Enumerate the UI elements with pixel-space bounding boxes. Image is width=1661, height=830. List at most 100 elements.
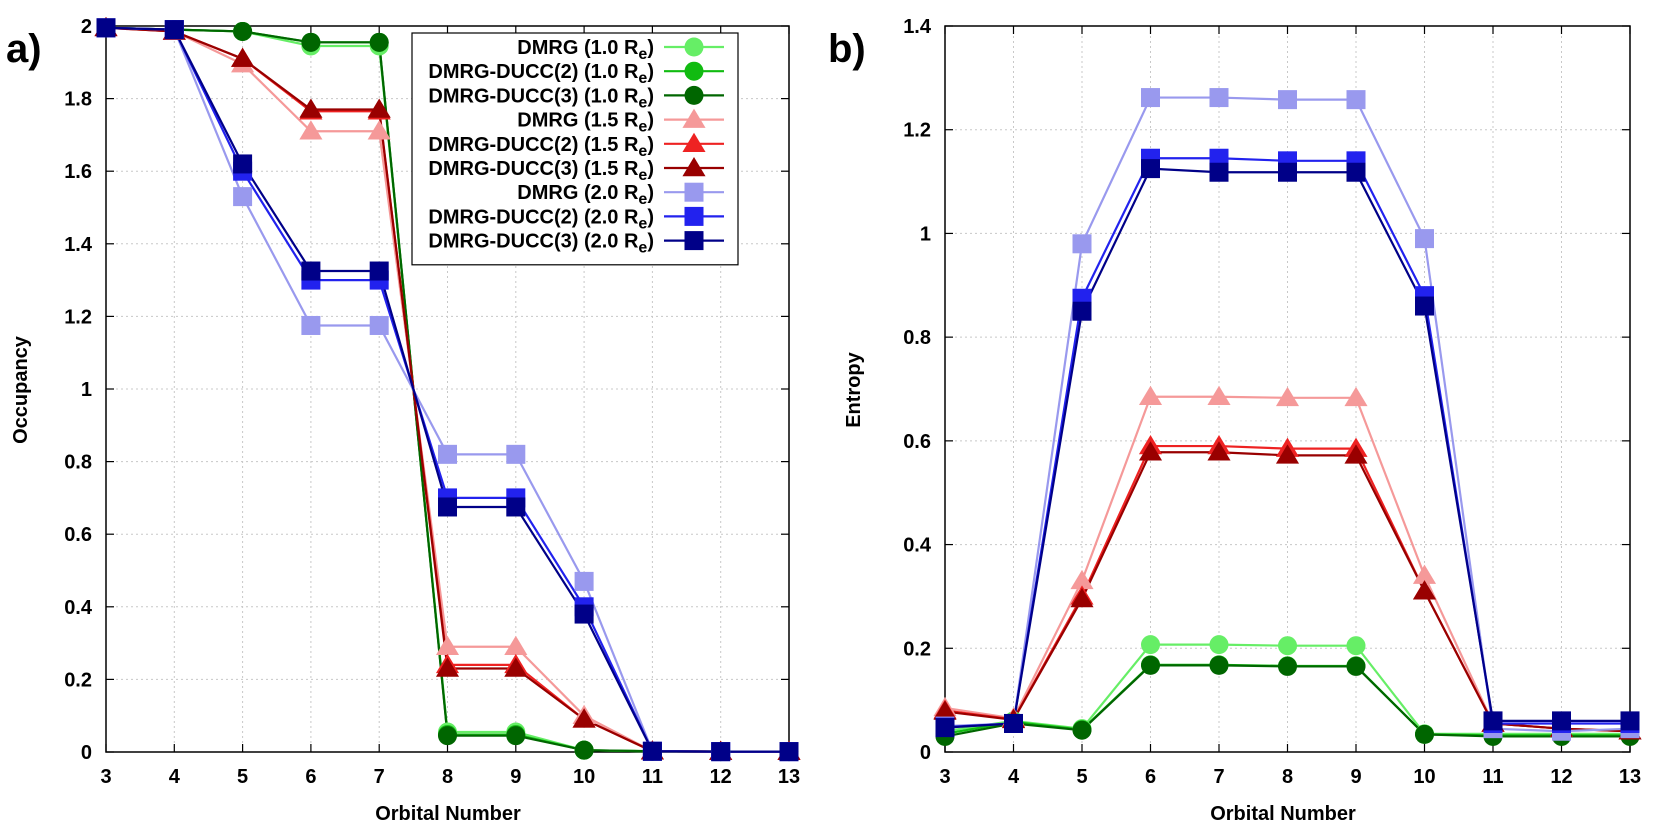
y-tick-label: 1 bbox=[920, 223, 931, 245]
series-6-point bbox=[1344, 444, 1368, 464]
series-9-point bbox=[506, 497, 526, 517]
series-3-point bbox=[1278, 656, 1297, 676]
x-tick-label: 3 bbox=[100, 766, 111, 788]
series-9-point bbox=[1209, 162, 1229, 182]
series-9-point bbox=[96, 18, 116, 38]
y-tick-label: 0.6 bbox=[903, 431, 931, 453]
series-7-point bbox=[1072, 234, 1092, 254]
series-7-point bbox=[1415, 229, 1434, 249]
series-9-point bbox=[164, 20, 184, 40]
series-9-point bbox=[1004, 713, 1023, 733]
y-tick-label: 1.4 bbox=[64, 234, 93, 256]
legend-entry-label: DMRG (2.0 Re) bbox=[517, 182, 654, 208]
legend-entry-label: DMRG-DUCC(2) (1.0 Re) bbox=[428, 61, 654, 87]
series-4-point bbox=[1344, 386, 1368, 407]
y-tick-label: 0.8 bbox=[64, 452, 92, 474]
x-tick-label: 9 bbox=[510, 766, 521, 788]
series-3-point bbox=[301, 32, 321, 52]
y-tick-label: 1.2 bbox=[64, 306, 92, 328]
panel-a-label: a) bbox=[6, 27, 42, 71]
x-tick-label: 13 bbox=[1619, 766, 1641, 788]
series-9-point bbox=[935, 718, 955, 738]
series-9-point bbox=[1141, 159, 1160, 179]
series-6-point bbox=[1412, 580, 1437, 600]
legend-marker-sample bbox=[682, 108, 706, 128]
x-tick-label: 10 bbox=[1413, 766, 1435, 788]
y-tick-label: 0.8 bbox=[903, 327, 931, 349]
series-7-point bbox=[506, 444, 526, 464]
y-tick-label: 1 bbox=[81, 379, 92, 401]
series-6-point bbox=[367, 98, 391, 118]
series-6-point bbox=[1275, 444, 1300, 464]
x-tick-label: 13 bbox=[778, 766, 800, 788]
series-9-point bbox=[1346, 162, 1366, 182]
series-6-point bbox=[435, 657, 460, 677]
y-tick-label: 1.2 bbox=[903, 120, 931, 142]
x-tick-label: 8 bbox=[442, 766, 453, 788]
panel-b-x-axis-label: Orbital Number bbox=[1210, 803, 1356, 825]
series-3-point bbox=[1415, 724, 1434, 744]
series-6-point bbox=[299, 98, 323, 118]
x-tick-label: 3 bbox=[939, 766, 950, 788]
legend-entry-label: DMRG (1.0 Re) bbox=[517, 37, 654, 63]
series-3-point bbox=[506, 726, 526, 746]
legend-marker-sample bbox=[684, 37, 704, 57]
series-9-point bbox=[574, 604, 594, 624]
legend-entry-label: DMRG-DUCC(3) (1.5 Re) bbox=[428, 158, 654, 184]
legend-entry-label: DMRG-DUCC(2) (1.5 Re) bbox=[428, 134, 654, 160]
x-tick-label: 4 bbox=[169, 766, 181, 788]
legend-marker-sample bbox=[682, 132, 706, 153]
series-3-point bbox=[233, 21, 253, 41]
series-4-point bbox=[367, 120, 391, 140]
x-tick-label: 5 bbox=[237, 766, 248, 788]
series-3-point bbox=[1141, 655, 1160, 675]
y-tick-label: 0.4 bbox=[64, 597, 93, 619]
series-7-point bbox=[1209, 88, 1229, 108]
x-tick-label: 12 bbox=[710, 766, 732, 788]
panel-a-plot-area: 3 4 5 6 7 8 9 10 11 12 13 0 0.2 0.4 0.6 0.8 1 1.2 1.4 1.6 1.… bbox=[64, 16, 801, 788]
series-6-point bbox=[1138, 441, 1163, 461]
series-9-point bbox=[1483, 711, 1503, 731]
legend-marker-sample bbox=[682, 157, 706, 177]
panel-b-plot-area: 3 4 5 6 7 8 9 10 11 12 13 0 0.2 0.4 0.6 0.8 1 1.2 1.4 bbox=[903, 16, 1642, 788]
series-6-point bbox=[1207, 441, 1231, 461]
series-4-point bbox=[299, 120, 323, 140]
y-tick-label: 0.2 bbox=[64, 669, 92, 691]
series-4-point bbox=[435, 635, 460, 655]
series-4-point bbox=[504, 635, 528, 655]
legend-marker-sample bbox=[684, 85, 704, 105]
panel-b-y-axis-label: Entropy bbox=[843, 351, 865, 427]
series-3-point bbox=[1209, 655, 1229, 675]
y-tick-label: 0.6 bbox=[64, 524, 92, 546]
series-9-point bbox=[369, 261, 389, 281]
x-tick-label: 4 bbox=[1008, 766, 1020, 788]
panel-b-chart: b) Orbital Number Entropy 3 4 5 6 7 8 9 10 11 12 1… bbox=[828, 16, 1642, 825]
series-9-point bbox=[301, 261, 321, 281]
series-7-point bbox=[233, 187, 253, 207]
x-tick-label: 8 bbox=[1282, 766, 1293, 788]
y-tick-label: 1.6 bbox=[64, 161, 92, 183]
series-9-point bbox=[1552, 711, 1571, 731]
series-3-point bbox=[574, 740, 594, 760]
legend-marker-sample bbox=[684, 206, 704, 226]
x-tick-label: 7 bbox=[1213, 766, 1224, 788]
legend-entry-label: DMRG (1.5 Re) bbox=[517, 110, 654, 136]
series-9-point bbox=[438, 497, 457, 517]
x-tick-label: 5 bbox=[1076, 766, 1087, 788]
series-1-point bbox=[1346, 636, 1366, 656]
series-9-point bbox=[711, 742, 731, 762]
series-3-point bbox=[369, 32, 389, 52]
series-1-point bbox=[1141, 635, 1160, 655]
legend-marker-sample bbox=[684, 182, 704, 202]
series-4-point bbox=[1207, 385, 1231, 406]
x-tick-label: 11 bbox=[1482, 766, 1503, 788]
y-tick-label: 0.2 bbox=[903, 638, 931, 660]
x-tick-label: 7 bbox=[374, 766, 385, 788]
series-9-point bbox=[1415, 296, 1434, 316]
series-7-point bbox=[301, 315, 321, 335]
series-3-point bbox=[1346, 656, 1366, 676]
panel-a-y-axis-label: Occupancy bbox=[10, 335, 32, 444]
series-6-point bbox=[933, 700, 957, 720]
series-6-point bbox=[504, 657, 528, 677]
